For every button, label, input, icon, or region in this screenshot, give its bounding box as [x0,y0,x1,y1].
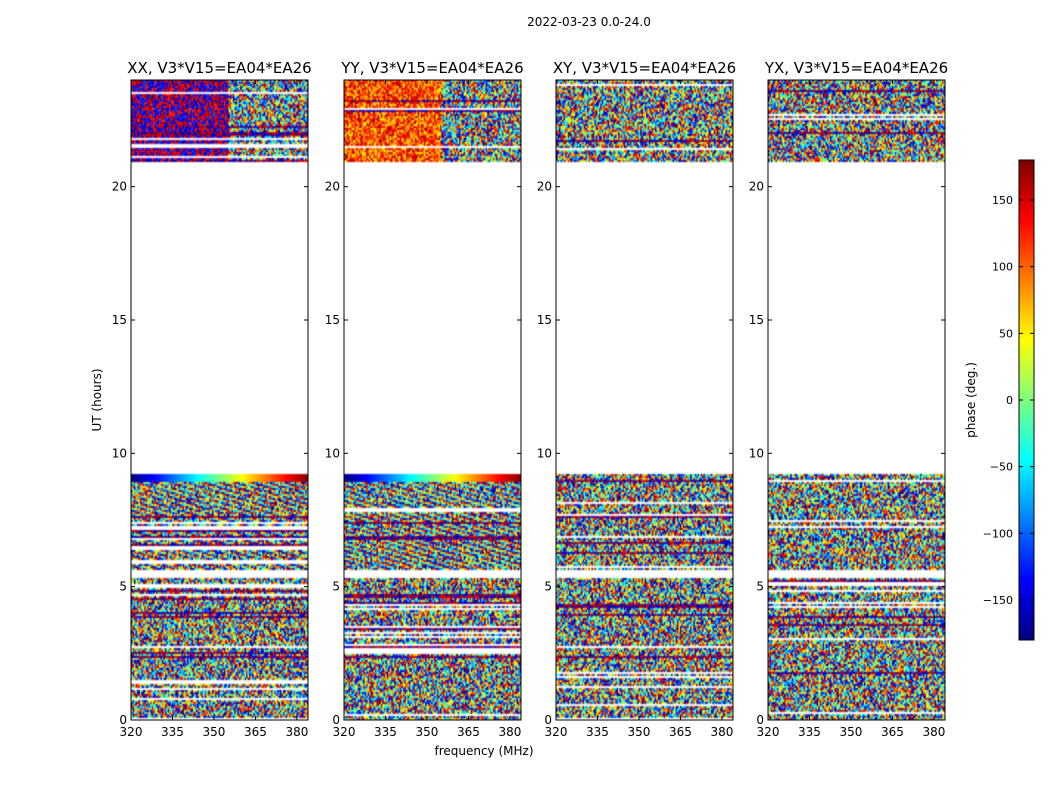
y-tick-label: 15 [325,313,340,327]
panel-title: XX, V3*V15=EA04*EA26 [127,59,311,77]
figure-suptitle: 2022-03-23 0.0-24.0 [527,15,651,29]
x-axis-label: frequency (MHz) [434,744,533,758]
panel-title: XY, V3*V15=EA04*EA26 [553,59,736,77]
x-tick-label: 335 [586,725,609,739]
x-tick-label: 380 [710,725,733,739]
x-tick-label: 365 [244,725,267,739]
y-axis-label: UT (hours) [90,368,104,431]
x-tick-label: 320 [333,725,356,739]
panel-title: YX, V3*V15=EA04*EA26 [764,59,948,77]
y-tick-label: 10 [112,446,127,460]
axes-frame [343,79,522,721]
panel-3: XY, V3*V15=EA04*EA26 320 335 350 365 380 0 5 10 1… [537,59,736,739]
y-tick-label: 5 [332,580,340,594]
heatmap-image [556,80,733,720]
y-tick-label: 0 [544,713,552,727]
y-tick-label: 0 [332,713,340,727]
colorbar-label: phase (deg.) [964,362,978,438]
x-tick-label: 335 [374,725,397,739]
x-tick-label: 350 [840,725,863,739]
y-tick-label: 15 [537,313,552,327]
x-tick-label: 320 [545,725,568,739]
colorbar-tick-label: 100 [992,261,1013,274]
x-tick-label: 350 [628,725,651,739]
panel-4: YX, V3*V15=EA04*EA26 320 335 350 365 380 0 5 10 1… [749,59,948,739]
y-tick-label: 20 [537,180,552,194]
y-tick-label: 15 [749,313,764,327]
panel-1: XX, V3*V15=EA04*EA26 320 335 350 365 380 0 5 10 1… [112,59,312,739]
x-tick-label: 350 [203,725,226,739]
axes-frame [555,79,734,721]
panel-2: YY, V3*V15=EA04*EA26 320 335 350 365 380 0 5 10 1… [325,59,524,739]
x-tick-label: 380 [922,725,945,739]
colorbar-tick-label: 150 [992,194,1013,207]
x-tick-label: 350 [416,725,439,739]
y-tick-label: 10 [325,446,340,460]
heatmap-image [768,80,945,720]
colorbar-tick-label: 0 [1006,394,1013,407]
heatmap-image [131,80,308,720]
x-tick-label: 365 [457,725,480,739]
colorbar-tick-label: −50 [990,461,1013,474]
axes-frame [130,79,309,721]
y-tick-label: 0 [756,713,764,727]
y-tick-label: 20 [325,180,340,194]
y-tick-label: 5 [544,580,552,594]
colorbar-tick-label: −100 [983,527,1013,540]
y-tick-label: 0 [119,713,127,727]
y-tick-label: 5 [756,580,764,594]
x-tick-label: 365 [881,725,904,739]
x-tick-label: 320 [120,725,143,739]
x-tick-label: 380 [498,725,521,739]
x-tick-label: 320 [757,725,780,739]
colorbar: 150 100 50 0 −50 −100 −150 [983,159,1035,641]
panel-title: YY, V3*V15=EA04*EA26 [340,59,523,77]
y-tick-label: 5 [119,580,127,594]
y-tick-label: 20 [749,180,764,194]
x-tick-label: 335 [798,725,821,739]
x-tick-label: 365 [669,725,692,739]
y-tick-label: 10 [749,446,764,460]
colorbar-tick-label: 50 [999,327,1013,340]
axes-frame [767,79,946,721]
y-tick-label: 20 [112,180,127,194]
heatmap-image [344,80,521,720]
x-tick-label: 380 [285,725,308,739]
x-tick-label: 335 [161,725,184,739]
colorbar-tick-label: −150 [983,594,1013,607]
y-tick-label: 15 [112,313,127,327]
y-tick-label: 10 [537,446,552,460]
